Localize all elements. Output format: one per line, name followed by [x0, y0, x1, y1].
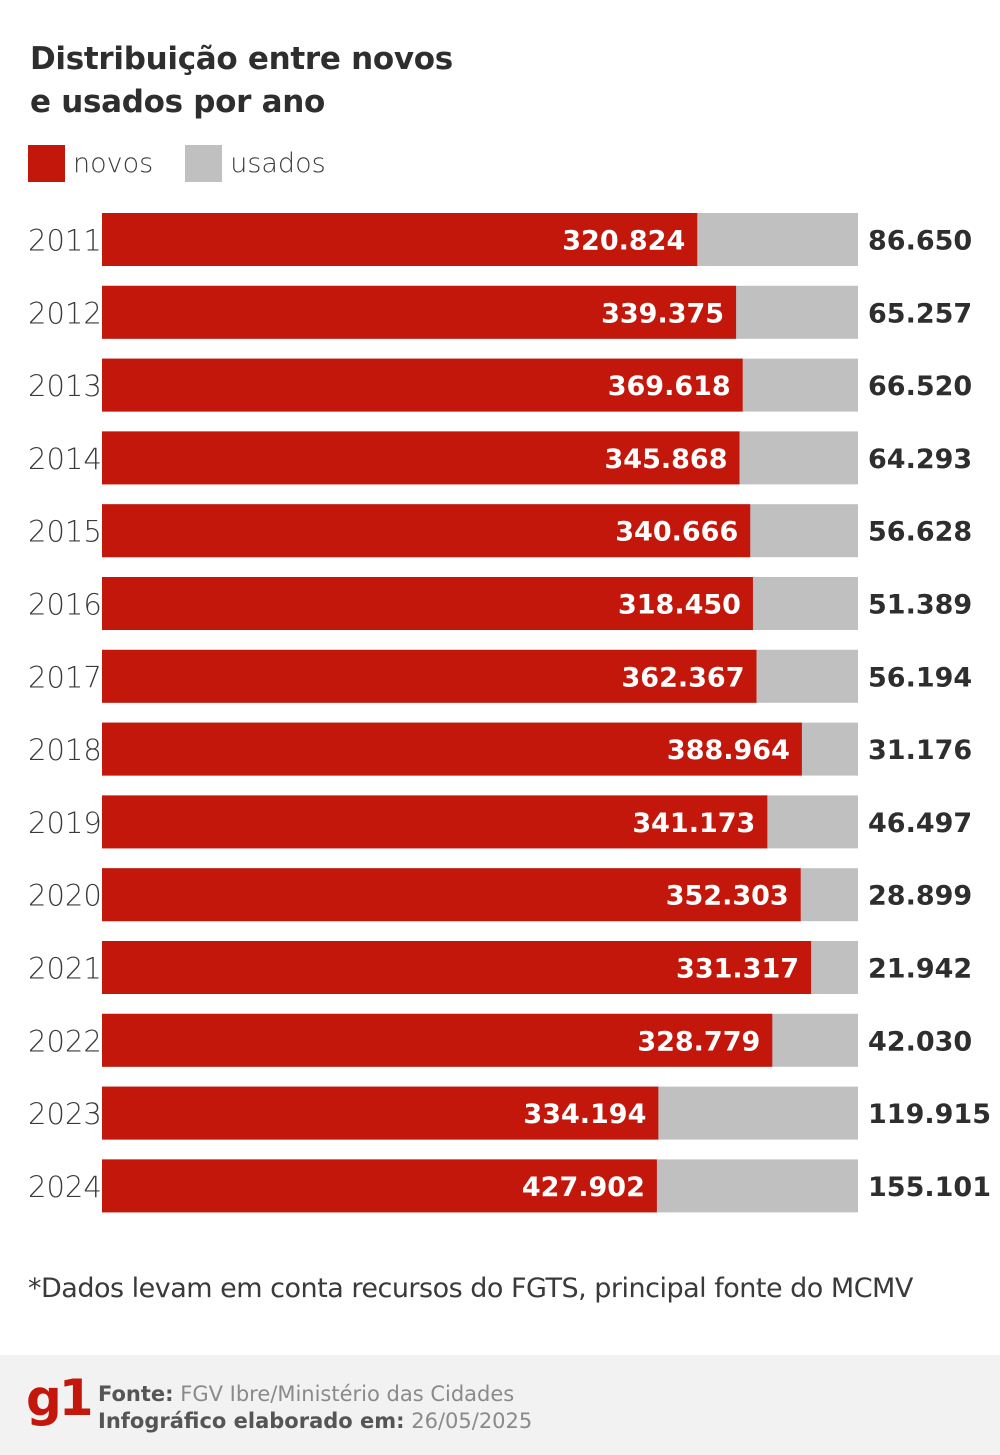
- bar-row-2012: 2012 339.375 65.257: [28, 285, 972, 339]
- year-label-2024: 2024: [28, 1170, 102, 1204]
- value-label-usados-2016: 51.389: [868, 590, 972, 621]
- year-label-2020: 2020: [28, 879, 102, 913]
- legend-swatch-usados: [185, 144, 223, 182]
- value-label-usados-2018: 31.176: [868, 735, 972, 766]
- value-label-novos-2016: 318.450: [618, 590, 741, 621]
- year-label-2013: 2013: [28, 369, 102, 403]
- bar-novos-2019: [102, 795, 768, 849]
- date-line: Infográfico elaborado em: 26/05/2025: [98, 1408, 532, 1435]
- value-label-novos-2021: 331.317: [676, 954, 799, 985]
- value-label-novos-2020: 352.303: [666, 881, 789, 912]
- credits: Fonte: FGV Ibre/Ministério das Cidades I…: [98, 1381, 532, 1435]
- value-label-novos-2015: 340.666: [615, 517, 738, 548]
- value-label-novos-2011: 320.824: [562, 226, 685, 257]
- value-label-usados-2015: 56.628: [868, 517, 972, 548]
- value-label-usados-2023: 119.915: [868, 1099, 991, 1130]
- bar-novos-2012: [102, 285, 737, 339]
- bar-novos-2018: [102, 722, 802, 776]
- value-label-novos-2014: 345.868: [605, 444, 728, 475]
- bar-row-2019: 2019 341.173 46.497: [28, 795, 972, 849]
- footnote: *Dados levam em conta recursos do FGTS, …: [28, 1273, 913, 1304]
- year-label-2018: 2018: [28, 733, 102, 767]
- legend-swatch-novos: [28, 144, 65, 182]
- bar-row-2016: 2016 318.450 51.389: [28, 577, 972, 630]
- title-line-1: Distribuição entre novos: [30, 41, 453, 77]
- legend-item-usados: usados: [185, 144, 326, 182]
- value-label-novos-2019: 341.173: [632, 808, 755, 839]
- year-label-2012: 2012: [28, 296, 102, 330]
- bar-novos-2022: [102, 1013, 773, 1067]
- bar-row-2013: 2013 369.618 66.520: [28, 358, 972, 412]
- value-label-usados-2011: 86.650: [868, 226, 972, 257]
- value-label-novos-2022: 328.779: [637, 1026, 760, 1057]
- year-label-2014: 2014: [28, 442, 102, 476]
- bar-novos-2021: [102, 941, 812, 994]
- value-label-usados-2021: 21.942: [868, 954, 972, 985]
- bar-novos-2023: [102, 1086, 659, 1140]
- title-line-2: e usados por ano: [30, 84, 326, 120]
- g1-logo: g1: [26, 1369, 94, 1427]
- date-value: 26/05/2025: [411, 1409, 533, 1433]
- value-label-novos-2018: 388.964: [667, 735, 790, 766]
- year-label-2016: 2016: [28, 588, 102, 622]
- value-label-usados-2017: 56.194: [868, 662, 972, 693]
- date-label: Infográfico elaborado em:: [98, 1409, 405, 1433]
- bar-novos-2015: [102, 504, 751, 558]
- value-label-novos-2013: 369.618: [608, 371, 731, 402]
- bar-novos-2020: [102, 868, 801, 922]
- bar-row-2020: 2020 352.303 28.899: [28, 868, 972, 922]
- value-label-novos-2023: 334.194: [523, 1099, 646, 1130]
- bar-row-2011: 2011 320.824 86.650: [28, 213, 972, 266]
- bar-row-2022: 2022 328.779 42.030: [28, 1013, 972, 1067]
- bar-row-2014: 2014 345.868 64.293: [28, 431, 972, 485]
- year-label-2017: 2017: [28, 660, 102, 694]
- footer: g1 Fonte: FGV Ibre/Ministério das Cidade…: [0, 1355, 1000, 1455]
- bar-chart: 2011 320.824 86.650 2012 339.375 65.257 2013 36…: [28, 213, 991, 1213]
- value-label-usados-2013: 66.520: [868, 371, 972, 402]
- bar-novos-2016: [102, 577, 753, 630]
- bar-row-2024: 2024 427.902 155.101: [28, 1159, 991, 1213]
- bar-row-2023: 2023 334.194 119.915: [28, 1086, 991, 1140]
- year-label-2019: 2019: [28, 806, 102, 840]
- bar-row-2021: 2021 331.317 21.942: [28, 941, 972, 994]
- legend: novos usados: [28, 142, 358, 184]
- value-label-novos-2012: 339.375: [601, 298, 724, 329]
- year-label-2023: 2023: [28, 1097, 102, 1131]
- bar-row-2018: 2018 388.964 31.176: [28, 722, 972, 776]
- value-label-usados-2020: 28.899: [868, 881, 972, 912]
- value-label-usados-2012: 65.257: [868, 298, 972, 329]
- year-label-2011: 2011: [28, 224, 102, 258]
- bar-row-2015: 2015 340.666 56.628: [28, 504, 972, 558]
- value-label-usados-2019: 46.497: [868, 808, 972, 839]
- source-line: Fonte: FGV Ibre/Ministério das Cidades: [98, 1381, 532, 1408]
- chart-title: Distribuição entre novos e usados por an…: [30, 38, 590, 124]
- bar-novos-2011: [102, 213, 698, 266]
- source-value: FGV Ibre/Ministério das Cidades: [180, 1382, 515, 1406]
- legend-label-usados: usados: [230, 147, 326, 179]
- year-label-2015: 2015: [28, 515, 102, 549]
- legend-item-novos: novos: [28, 144, 154, 182]
- value-label-usados-2022: 42.030: [868, 1026, 972, 1057]
- bar-novos-2024: [102, 1159, 657, 1213]
- source-label: Fonte:: [98, 1382, 174, 1406]
- legend-label-novos: novos: [73, 147, 154, 179]
- year-label-2022: 2022: [28, 1024, 102, 1058]
- bar-novos-2013: [102, 358, 743, 412]
- value-label-novos-2017: 362.367: [622, 662, 745, 693]
- value-label-usados-2024: 155.101: [868, 1172, 991, 1203]
- bar-row-2017: 2017 362.367 56.194: [28, 649, 972, 703]
- bar-novos-2014: [102, 431, 740, 485]
- value-label-usados-2014: 64.293: [868, 444, 972, 475]
- bar-novos-2017: [102, 649, 757, 703]
- value-label-novos-2024: 427.902: [522, 1172, 645, 1203]
- year-label-2021: 2021: [28, 952, 102, 986]
